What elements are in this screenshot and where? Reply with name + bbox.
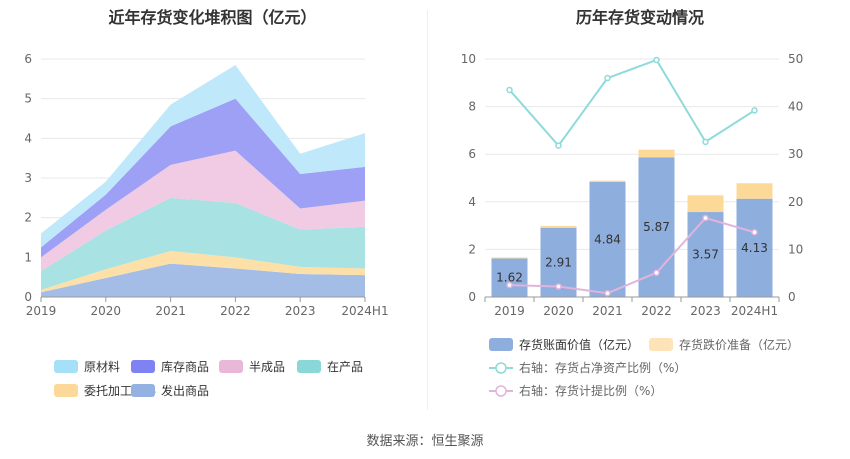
bar-value-label: 4.13 [741,241,768,255]
line-point-1 [506,281,513,289]
right-legend-swatch [649,338,673,351]
left-x-tick-label: 2021 [155,304,186,318]
left-y-tick-label: 3 [24,171,32,185]
area-series-1 [41,250,365,293]
left-legend-swatch [131,360,155,373]
right-x-tick-label: 2021 [592,304,623,318]
left-legend-swatch [54,384,78,397]
left-legend-label: 在产品 [327,360,363,374]
left-y-tick-label: 1 [24,250,32,264]
left-y-tick-label: 5 [24,92,32,106]
right-legend-label: 右轴：存货计提比例（%） [519,383,662,398]
left-y-tick-label: 4 [24,131,32,145]
left-y-tick-label: 6 [24,52,32,66]
line-point-0 [604,74,611,82]
line-point-1 [702,214,709,222]
right-x-tick-label: 2023 [690,304,721,318]
area-series-5 [41,64,365,248]
area-series-3 [41,150,365,272]
right-y2-tick-label: 0 [788,290,796,304]
right-y2-tick-label: 30 [788,147,803,161]
impairment-reserve-bar [736,183,773,199]
bar-value-label: 3.57 [692,248,719,262]
right-y2-tick-label: 10 [788,242,803,256]
left-x-tick-label: 2024H1 [341,304,388,318]
right-x-tick-label: 2022 [641,304,672,318]
right-x-tick-label: 2020 [543,304,574,318]
right-legend-swatch [489,338,513,351]
left-chart-title: 近年存货变化堆积图（亿元） [108,8,317,27]
left-legend-swatch [219,360,243,373]
line-point-0 [702,138,709,146]
right-y-tick-label: 8 [468,100,476,114]
bar-value-label: 2.91 [545,255,572,269]
left-legend-swatch [297,360,321,373]
right-y-tick-label: 0 [468,290,476,304]
impairment-reserve-bar [589,180,626,182]
right-y-tick-label: 2 [468,242,476,256]
impairment-reserve-bar [491,257,528,259]
left-y-tick-label: 2 [24,211,32,225]
impairment-reserve-bar [540,225,577,228]
right-y2-tick-label: 20 [788,195,803,209]
left-legend-swatch [54,360,78,373]
left-y-tick-label: 0 [24,290,32,304]
line-point-1 [751,229,758,236]
bar-value-label: 5.87 [643,220,670,234]
right-y-tick-label: 6 [468,147,476,161]
line-point-1 [555,283,562,290]
right-y-tick-label: 10 [461,52,476,66]
left-legend-label: 原材料 [84,360,120,374]
right-x-tick-label: 2024H1 [731,304,778,318]
impairment-reserve-bar [638,149,675,158]
right-chart-title: 历年存货变动情况 [575,8,704,27]
line-point-1 [653,269,660,276]
right-x-tick-label: 2019 [494,304,525,318]
line-point-0 [653,56,660,64]
chart-divider [427,10,428,410]
bar-value-label: 4.84 [594,232,621,246]
right-legend-label: 存货跌价准备（亿元） [679,337,799,352]
left-legend-swatch [131,384,155,397]
data-source-label: 数据来源：恒生聚源 [366,434,484,449]
line-point-1 [604,289,611,297]
left-x-tick-label: 2019 [26,304,57,318]
left-legend-label: 发出商品 [161,383,209,398]
right-legend-marker [495,362,507,374]
inventory-value-bar [491,258,528,297]
line-point-0 [751,107,758,114]
left-x-tick-label: 2022 [220,304,251,318]
area-series-4 [41,98,365,258]
line-series-0 [508,58,756,148]
line-point-0 [506,86,513,94]
left-legend-label: 库存商品 [161,359,209,374]
area-series-2 [41,197,365,290]
inventory-value-bar [736,198,773,297]
left-x-tick-label: 2023 [285,304,316,318]
right-legend-label: 右轴：存货占净资产比例（%） [519,360,686,375]
right-legend-label: 存货账面价值（亿元） [519,337,639,352]
area-series-0 [41,263,365,297]
right-legend-marker [495,385,507,397]
impairment-reserve-bar [687,195,724,213]
inventory-value-bar [589,181,626,297]
bar-value-label: 1.62 [496,271,523,285]
left-x-tick-label: 2020 [91,304,122,318]
right-y2-tick-label: 50 [788,52,803,66]
right-y2-tick-label: 40 [788,100,803,114]
right-y-tick-label: 4 [468,195,476,209]
line-point-0 [555,142,562,149]
line-series-1 [509,216,755,295]
left-legend-label: 半成品 [249,360,285,374]
inventory-value-bar [687,212,724,297]
